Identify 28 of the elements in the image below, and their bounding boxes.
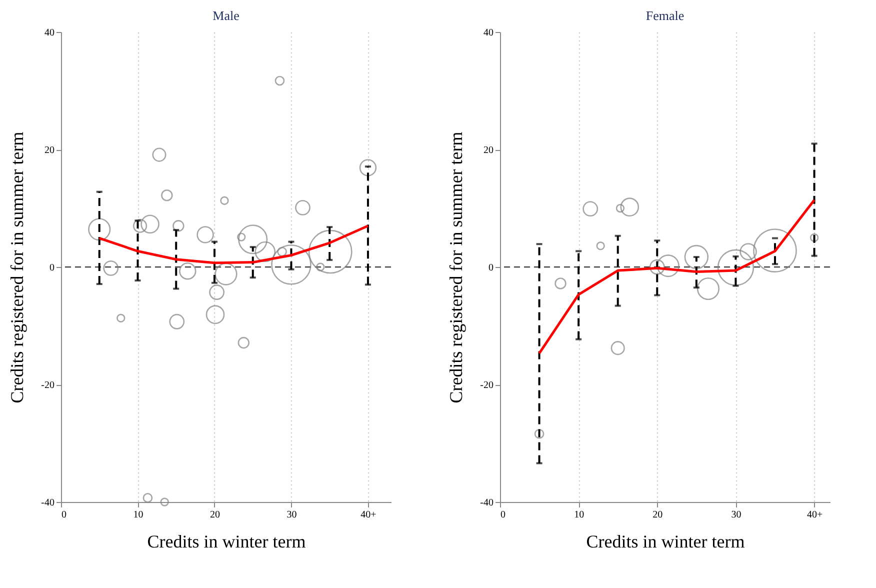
x-tick-label: 10 [574, 510, 584, 520]
line-series [98, 224, 370, 264]
y-axis-title: Credits registered for in summer term [7, 132, 28, 404]
y-tick-label: 40 [44, 28, 54, 38]
x-tick-label: 30 [731, 510, 742, 520]
chart-title: Male [212, 8, 240, 23]
y-tick-label: -40 [480, 498, 494, 508]
x-tick-label: 0 [500, 510, 506, 520]
y-tick-label: 0 [50, 262, 54, 274]
y-axis-title: Credits registered for in summer term [446, 132, 466, 404]
y-tick-label: -20 [41, 380, 54, 391]
x-tick-label: 10 [133, 510, 144, 520]
x-tick-label: 0 [62, 510, 66, 520]
y-tick-label: 0 [488, 262, 494, 274]
x-tick-label: 20 [210, 510, 220, 520]
x-axis-title: Credits in winter term [147, 532, 306, 552]
x-tick-label: 20 [652, 510, 663, 520]
y-tick-label: -40 [41, 498, 54, 508]
x-tick-label: 30 [286, 510, 297, 520]
x-tick-label: 40+ [360, 510, 377, 520]
y-tick-label: 40 [484, 28, 494, 38]
y-tick-label: 20 [44, 145, 54, 156]
chart-title: Female [646, 8, 684, 23]
x-axis-title: Credits in winter term [586, 532, 745, 552]
line-series [538, 198, 816, 355]
x-tick-label: 40+ [806, 510, 823, 520]
y-tick-label: -20 [480, 380, 494, 391]
y-tick-label: 20 [484, 145, 494, 156]
